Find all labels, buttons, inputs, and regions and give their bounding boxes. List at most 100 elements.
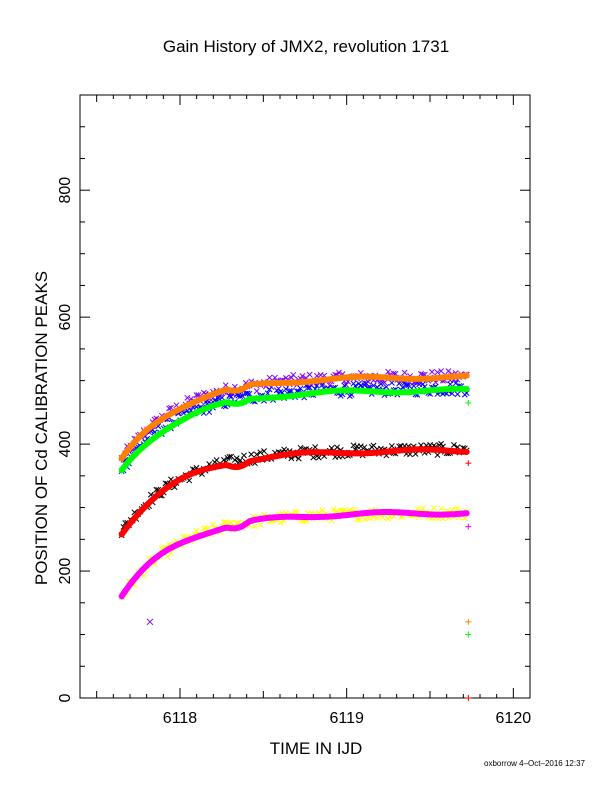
chart-title: Gain History of JMX2, revolution 1731 xyxy=(163,37,449,56)
y-tick-label: 0 xyxy=(57,693,74,702)
data-point xyxy=(246,390,253,397)
series-line xyxy=(118,509,470,600)
data-point xyxy=(450,441,457,448)
data-point xyxy=(356,516,362,523)
data-point xyxy=(266,386,273,393)
data-point xyxy=(295,455,302,462)
data-point xyxy=(312,444,319,451)
data-point xyxy=(251,523,258,530)
data-point xyxy=(253,451,260,458)
x-tick-label: 6118 xyxy=(163,710,198,727)
data-point xyxy=(350,442,357,449)
data-point xyxy=(180,533,187,540)
data-point xyxy=(410,382,417,389)
data-point xyxy=(304,384,311,391)
data-point xyxy=(357,443,364,450)
outlier-point xyxy=(465,460,472,467)
data-point xyxy=(403,382,410,389)
data-point xyxy=(277,519,284,526)
data-point xyxy=(248,451,255,458)
data-point xyxy=(388,443,395,449)
data-point xyxy=(461,515,468,522)
data-point xyxy=(452,380,459,387)
outlier-point xyxy=(465,631,472,638)
outlier-point xyxy=(465,695,472,701)
data-point xyxy=(277,388,284,395)
data-point xyxy=(209,521,216,528)
data-point xyxy=(454,391,461,398)
data-point xyxy=(429,368,435,375)
data-point xyxy=(430,505,437,512)
data-point xyxy=(418,370,424,377)
data-point xyxy=(379,514,386,521)
data-point xyxy=(438,368,445,374)
data-point xyxy=(385,368,392,375)
data-point xyxy=(273,387,280,394)
data-point xyxy=(244,390,251,397)
x-axis-ticks: 6118 6119 6120 xyxy=(96,95,532,727)
data-point xyxy=(213,457,220,464)
data-point xyxy=(219,394,226,401)
x-tick-label: 6119 xyxy=(329,710,364,727)
data-point xyxy=(220,519,227,526)
data-point xyxy=(297,444,304,451)
data-point xyxy=(257,521,264,528)
data-point xyxy=(253,388,260,395)
y-tick-label: 800 xyxy=(57,177,74,204)
data-point xyxy=(399,384,406,391)
plot-marks xyxy=(118,368,472,701)
data-point xyxy=(381,379,388,386)
data-point xyxy=(434,369,441,376)
plot-frame xyxy=(79,94,531,699)
data-point xyxy=(297,385,304,392)
data-point xyxy=(310,454,317,461)
data-point xyxy=(226,453,233,460)
data-point xyxy=(193,527,200,534)
series-line xyxy=(118,372,470,462)
footer-stamp: oxborrow 4–Oct–2016 12:37 xyxy=(484,759,586,768)
data-point xyxy=(383,383,390,390)
data-point xyxy=(419,381,426,388)
y-axis-label: POSITION OF Cd CALIBRATION PEAKS xyxy=(32,271,51,585)
data-point xyxy=(377,381,384,387)
x-axis-label: TIME IN IJD xyxy=(270,739,363,758)
data-point xyxy=(401,369,408,376)
data-point xyxy=(233,455,240,462)
data-point xyxy=(290,371,297,378)
y-tick-label: 400 xyxy=(57,431,74,458)
y-tick-label: 600 xyxy=(57,304,74,331)
data-point xyxy=(366,515,373,522)
data-point xyxy=(220,456,227,463)
data-point xyxy=(306,371,313,378)
data-point xyxy=(306,384,313,391)
x-tick-label: 6120 xyxy=(496,710,532,727)
outlier-point xyxy=(465,523,472,530)
data-point xyxy=(193,392,200,399)
data-point xyxy=(434,452,441,458)
outlier-point xyxy=(465,399,472,406)
data-point xyxy=(237,457,244,464)
outlier-point xyxy=(146,618,154,626)
data-point xyxy=(228,393,235,400)
data-point xyxy=(241,452,247,459)
data-point xyxy=(361,516,368,523)
data-point xyxy=(354,516,361,523)
data-point xyxy=(388,379,395,386)
data-point xyxy=(326,382,333,389)
data-point xyxy=(343,381,350,388)
data-point xyxy=(438,440,445,447)
outlier-point xyxy=(465,618,472,625)
data-point xyxy=(239,392,246,399)
data-point xyxy=(282,386,289,393)
data-point xyxy=(370,382,377,389)
data-point xyxy=(334,444,341,451)
data-point xyxy=(237,393,244,400)
data-point xyxy=(272,374,278,381)
series-line xyxy=(118,385,470,474)
data-point xyxy=(266,374,273,381)
data-point xyxy=(261,448,268,455)
y-axis-ticks: 0 200 400 600 800 xyxy=(57,94,530,702)
data-point xyxy=(315,454,322,461)
data-point xyxy=(184,394,191,401)
